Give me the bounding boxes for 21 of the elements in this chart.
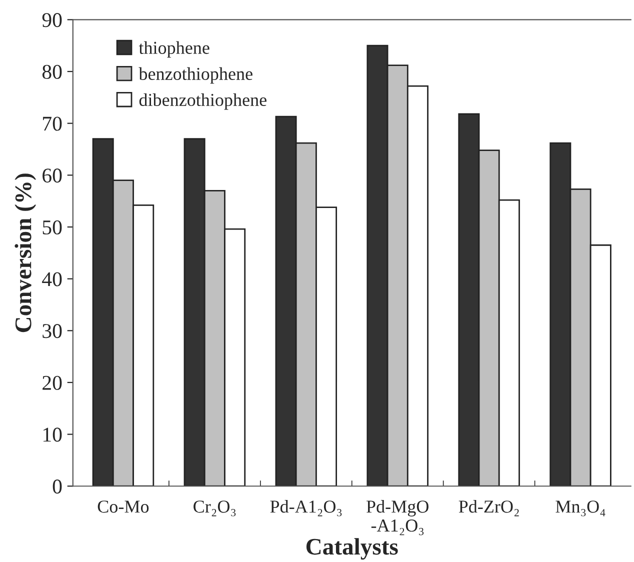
legend-label: benzothiophene [138, 67, 252, 84]
x-axis-title: Catalysts [306, 538, 398, 560]
y-tick-label: 0 [52, 480, 62, 494]
y-tick-label: 10 [43, 428, 62, 442]
y-tick-label: 70 [43, 116, 62, 131]
legend-label: thiophene [138, 41, 210, 58]
x-tick-label: Pd-ZrO₂ [458, 500, 519, 516]
y-tick-label: 40 [42, 272, 62, 286]
y-tick-label: 20 [42, 376, 62, 390]
x-tick-label: Cr₂O₃ [194, 500, 236, 516]
y-tick-label: 60 [42, 168, 62, 183]
y-axis-title: Conversion (%) [14, 174, 36, 332]
y-tick-label: 30 [42, 324, 62, 338]
x-tick-label: Mn₃O₄ [556, 500, 606, 516]
y-tick-label: 80 [42, 64, 62, 79]
y-tick-label: 50 [42, 220, 62, 234]
x-tick-label: Co-Mo [98, 500, 149, 513]
x-tick-label: Pd-A1₂O₃ [270, 500, 342, 516]
y-tick-label: 90 [42, 13, 62, 28]
x-tick-label: Pd-MgO -A1₂O₃ [366, 500, 428, 536]
legend-label: dibenzothiophene [139, 93, 266, 110]
